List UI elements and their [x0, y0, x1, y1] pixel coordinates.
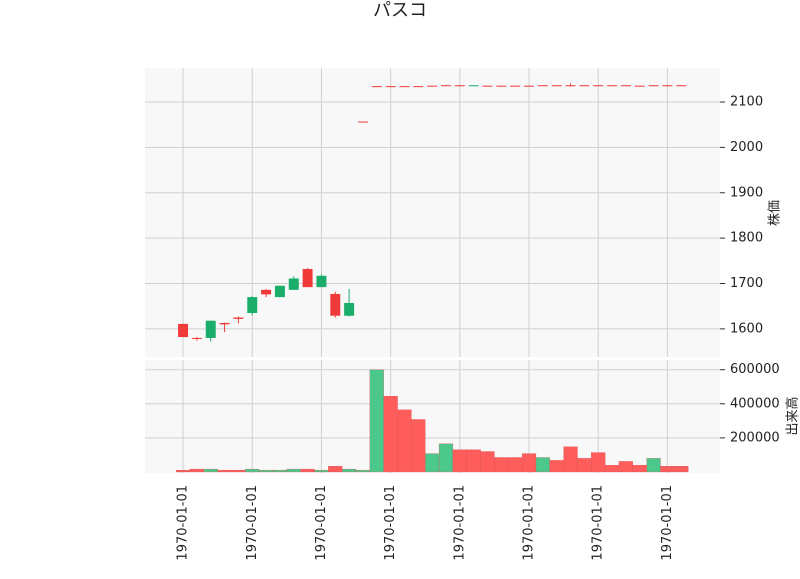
candle-body [607, 85, 617, 86]
volume-bar [301, 469, 315, 472]
volume-bar [647, 458, 661, 472]
volume-bar [231, 470, 245, 472]
volume-bar [536, 457, 550, 471]
x-tick-label: 1970-01-01 [452, 485, 467, 561]
volume-bar [522, 454, 536, 472]
y2-tick-label: 600000 [730, 362, 780, 377]
volume-bar [287, 469, 301, 472]
x-tick-label: 1970-01-01 [245, 485, 260, 561]
candle-body [303, 269, 313, 287]
volume-bar [467, 450, 481, 472]
volume-bar [591, 453, 605, 472]
volume-bar [550, 460, 564, 472]
candle-body [441, 85, 451, 86]
y-tick-label: 1800 [730, 231, 763, 246]
candle-body [330, 294, 340, 316]
candle-body [344, 303, 354, 316]
candle-body [593, 85, 603, 86]
x-tick-label: 1970-01-01 [314, 485, 329, 561]
candle-body [247, 297, 257, 313]
candle-body [192, 338, 202, 339]
volume-bar [384, 396, 398, 472]
candle-body [178, 324, 188, 337]
candle-body [483, 86, 493, 87]
candle-body [206, 321, 216, 338]
volume-bar [439, 444, 453, 472]
volume-bar [425, 454, 439, 472]
y-tick-label: 2000 [730, 140, 763, 155]
candle-body [233, 318, 243, 319]
y2-tick-label: 400000 [730, 396, 780, 411]
volume-bar [245, 469, 259, 472]
candle-body [566, 85, 576, 86]
candle-body [386, 86, 396, 87]
candle-body [275, 286, 285, 297]
candle-body [316, 276, 326, 287]
candle-body [289, 279, 299, 290]
volume-bar [453, 450, 467, 472]
candle-body [413, 86, 423, 87]
volume-bar [328, 466, 342, 472]
candle-body [427, 86, 437, 87]
candle-body [455, 85, 465, 86]
volume-bar [190, 469, 204, 472]
candle-body [469, 85, 479, 86]
y-tick-label: 1700 [730, 276, 763, 291]
y-tick-label: 1900 [730, 185, 763, 200]
candle-body [621, 85, 631, 86]
volume-bar [660, 466, 674, 472]
candle-body [220, 323, 230, 324]
y2-tick-label: 200000 [730, 430, 780, 445]
volume-bar [564, 447, 578, 472]
candle-body [662, 85, 672, 86]
x-tick-label: 1970-01-01 [660, 485, 675, 561]
volume-bar [481, 452, 495, 472]
volume-bar [605, 465, 619, 472]
volume-bar [674, 466, 688, 472]
candle-body [399, 86, 409, 87]
volume-bar [370, 370, 384, 472]
candle-body [538, 85, 548, 86]
candle-body [649, 85, 659, 86]
volume-bar [218, 470, 232, 472]
price-panel [145, 68, 720, 357]
volume-bar [508, 457, 522, 471]
volume-axis-label: 出来高 [785, 396, 800, 435]
x-tick-label: 1970-01-01 [176, 485, 191, 561]
candle-body [261, 290, 271, 295]
volume-bar [273, 470, 287, 472]
volume-bar [356, 470, 370, 472]
candle-body [552, 85, 562, 86]
x-tick-label: 1970-01-01 [383, 485, 398, 561]
candle-body [579, 85, 589, 86]
volume-bar [315, 470, 329, 472]
candle-body [358, 122, 368, 123]
candle-body [510, 86, 520, 87]
y-tick-label: 2100 [730, 95, 763, 110]
volume-bar [633, 465, 647, 472]
volume-bar [204, 469, 218, 472]
candle-body [524, 86, 534, 87]
candle-body [676, 85, 686, 86]
volume-bar [494, 457, 508, 471]
volume-bar [619, 461, 633, 472]
y-tick-label: 1600 [730, 321, 763, 336]
candle-body [635, 86, 645, 87]
volume-bar [176, 470, 190, 472]
volume-bar [398, 410, 412, 472]
x-tick-label: 1970-01-01 [522, 485, 537, 561]
candle-body [372, 86, 382, 87]
candle-body [496, 86, 506, 87]
volume-bar [411, 419, 425, 471]
price-axis-label: 株価 [768, 200, 783, 226]
volume-bar [577, 458, 591, 472]
chart-title: パスコ [373, 0, 427, 21]
volume-bar [342, 469, 356, 472]
volume-bar [259, 470, 273, 472]
x-tick-label: 1970-01-01 [591, 485, 606, 561]
